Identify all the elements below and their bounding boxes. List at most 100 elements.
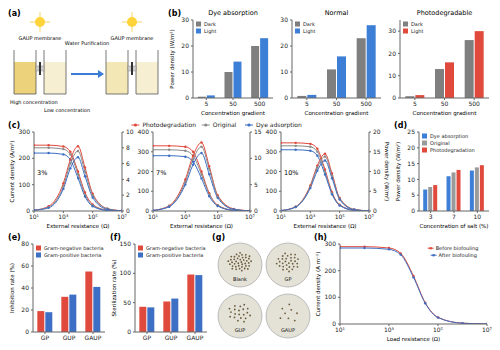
svg-text:20: 20	[181, 42, 189, 49]
svg-text:0: 0	[145, 207, 149, 214]
svg-text:20: 20	[373, 129, 381, 135]
svg-text:GP: GP	[285, 276, 292, 282]
svg-text:GUP: GUP	[235, 327, 246, 333]
svg-text:100: 100	[266, 187, 278, 194]
svg-text:Power density (W/m²): Power density (W/m²)	[169, 29, 176, 88]
svg-text:GAUP: GAUP	[281, 327, 295, 333]
svg-text:10: 10	[126, 129, 134, 135]
svg-text:200: 200	[138, 168, 150, 175]
svg-text:GP: GP	[143, 334, 152, 341]
svg-text:500: 500	[360, 100, 372, 107]
svg-text:300: 300	[266, 148, 278, 155]
svg-text:10: 10	[254, 154, 262, 161]
svg-text:10: 10	[474, 213, 482, 220]
svg-text:Gram-negative bacteria: Gram-negative bacteria	[146, 245, 206, 252]
svg-text:Original: Original	[213, 121, 237, 129]
svg-text:5: 5	[413, 100, 417, 107]
svg-text:30: 30	[181, 17, 189, 23]
svg-text:100: 100	[138, 187, 150, 194]
svg-text:Light: Light	[411, 28, 424, 35]
svg-text:7%: 7%	[156, 169, 166, 177]
svg-text:(f): (f)	[110, 233, 121, 242]
svg-text:10: 10	[407, 176, 415, 183]
svg-text:2: 2	[126, 191, 130, 198]
svg-text:Photodegradable: Photodegradable	[417, 9, 473, 17]
svg-text:Dark: Dark	[411, 21, 423, 27]
svg-text:10: 10	[373, 168, 381, 175]
svg-text:5: 5	[305, 100, 309, 107]
svg-text:0: 0	[284, 94, 288, 101]
svg-text:Normal: Normal	[325, 9, 349, 17]
svg-text:Before biofouling: Before biofouling	[436, 245, 479, 252]
svg-text:Sterilization rate (%): Sterilization rate (%)	[111, 260, 117, 317]
svg-text:100: 100	[120, 269, 132, 276]
svg-text:20: 20	[280, 42, 288, 49]
svg-text:0: 0	[25, 328, 29, 335]
svg-text:20: 20	[388, 50, 396, 57]
svg-text:10%: 10%	[284, 169, 298, 177]
svg-text:After biofouling: After biofouling	[439, 252, 477, 259]
svg-text:30: 30	[280, 17, 288, 23]
svg-text:(g): (g)	[212, 233, 225, 242]
svg-text:50: 50	[333, 100, 341, 107]
svg-text:0: 0	[392, 94, 396, 101]
svg-text:Blank: Blank	[233, 276, 247, 282]
svg-text:10: 10	[280, 68, 288, 75]
svg-text:5: 5	[373, 187, 377, 194]
svg-text:(a): (a)	[8, 9, 21, 18]
svg-text:20: 20	[407, 144, 415, 151]
svg-text:6: 6	[126, 160, 130, 167]
svg-text:50: 50	[123, 299, 131, 306]
svg-text:0: 0	[373, 207, 377, 214]
svg-text:40: 40	[21, 284, 29, 291]
svg-text:Gram-negative bacteria: Gram-negative bacteria	[44, 245, 104, 252]
svg-text:Gram-positive bacteria: Gram-positive bacteria	[44, 252, 101, 259]
svg-text:Power density (W/m²): Power density (W/m²)	[383, 142, 390, 201]
svg-text:80: 80	[21, 241, 29, 247]
svg-text:Photodegradation: Photodegradation	[142, 121, 196, 129]
svg-text:10: 10	[388, 72, 396, 79]
svg-text:Current density (A m⁻²): Current density (A m⁻²)	[315, 252, 322, 317]
svg-text:5: 5	[411, 191, 415, 198]
svg-text:GAUP: GAUP	[85, 334, 102, 341]
svg-text:10⁵: 10⁵	[88, 213, 99, 220]
svg-text:10³: 10³	[305, 213, 316, 220]
svg-text:100: 100	[19, 181, 31, 188]
svg-text:GAUP: GAUP	[187, 334, 204, 341]
svg-text:GP: GP	[41, 334, 50, 341]
svg-text:7: 7	[452, 213, 456, 220]
svg-text:Water Purification: Water Purification	[65, 40, 109, 46]
svg-text:10¹: 10¹	[29, 213, 40, 220]
svg-text:4: 4	[126, 176, 130, 183]
svg-text:10⁷: 10⁷	[117, 213, 128, 220]
svg-text:10⁵: 10⁵	[213, 213, 224, 220]
svg-text:Dye absorption: Dye absorption	[430, 133, 468, 140]
svg-text:Inhibition rate (%): Inhibition rate (%)	[9, 263, 15, 313]
svg-text:High concentration: High concentration	[10, 99, 58, 106]
svg-text:200: 200	[266, 168, 278, 175]
svg-text:0: 0	[26, 207, 30, 214]
svg-text:Light: Light	[204, 28, 217, 35]
svg-text:0: 0	[127, 328, 131, 335]
svg-text:15: 15	[373, 148, 381, 155]
svg-text:25: 25	[407, 129, 415, 135]
svg-text:GUP: GUP	[165, 334, 178, 341]
svg-text:0: 0	[273, 207, 277, 214]
svg-text:30: 30	[388, 27, 396, 34]
svg-text:GAUP membrane: GAUP membrane	[111, 35, 154, 41]
svg-text:5: 5	[204, 100, 208, 107]
svg-text:Power density (W/m²): Power density (W/m²)	[395, 142, 402, 201]
svg-text:10⁷: 10⁷	[245, 213, 256, 220]
svg-text:(h): (h)	[314, 233, 327, 242]
svg-text:External resistance (Ω): External resistance (Ω)	[46, 223, 109, 229]
svg-text:300: 300	[138, 148, 150, 155]
svg-text:10⁵: 10⁵	[433, 326, 444, 333]
svg-text:60: 60	[21, 262, 29, 269]
svg-text:15: 15	[254, 129, 262, 135]
svg-text:500: 500	[254, 100, 266, 107]
svg-text:(e): (e)	[8, 233, 21, 242]
svg-text:10: 10	[181, 68, 189, 75]
svg-text:300: 300	[19, 129, 31, 135]
svg-text:Low concentration: Low concentration	[44, 107, 90, 113]
svg-text:Photodegradation: Photodegradation	[430, 147, 475, 154]
